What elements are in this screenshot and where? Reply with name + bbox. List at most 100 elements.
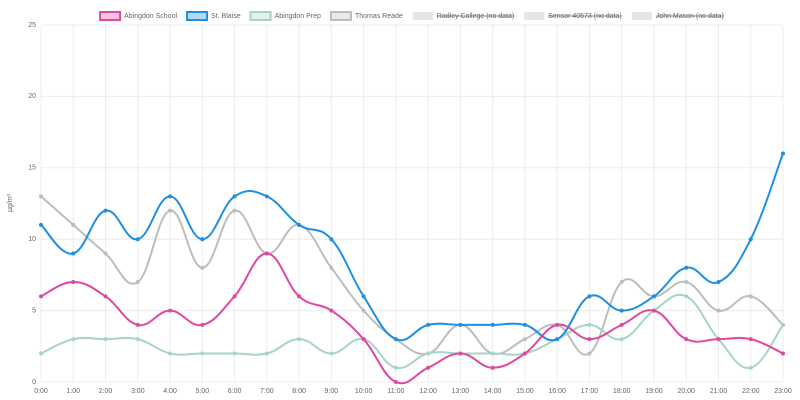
x-tick-label: 9:00 [325, 388, 339, 395]
legend-label: St. Blaise [211, 13, 241, 20]
point [748, 294, 753, 299]
point [684, 265, 689, 270]
x-tick-label: 18:00 [613, 388, 631, 395]
point [716, 308, 721, 313]
x-tick-label: 14:00 [484, 388, 502, 395]
x-tick-label: 12:00 [419, 388, 437, 395]
point [651, 294, 656, 299]
point [781, 351, 785, 356]
x-tick-label: 4:00 [163, 388, 177, 395]
legend-label: Thomas Reade [355, 13, 403, 20]
y-axis-label: µg/m³ [7, 193, 14, 212]
x-tick-label: 21:00 [710, 388, 728, 395]
legend-swatch [99, 11, 122, 21]
point [297, 222, 302, 227]
point [361, 308, 366, 313]
point [781, 322, 785, 327]
point [135, 322, 140, 327]
point [264, 194, 269, 199]
point [168, 194, 173, 199]
legend-label: Abingdon School [124, 13, 177, 20]
x-tick-label: 10:00 [355, 388, 373, 395]
point [297, 294, 302, 299]
point [232, 208, 237, 213]
point [168, 308, 173, 313]
y-tick-label: 20 [28, 93, 36, 100]
y-tick-label: 25 [28, 22, 36, 29]
point [200, 351, 205, 356]
point [135, 280, 140, 285]
point [619, 322, 624, 327]
point [168, 208, 173, 213]
point [297, 337, 302, 342]
point [200, 237, 205, 242]
point [684, 337, 689, 342]
point [39, 351, 43, 356]
point [458, 351, 463, 356]
point [264, 251, 269, 256]
point [103, 294, 108, 299]
line [40, 293, 784, 370]
legend-swatch [186, 11, 209, 21]
x-tick-label: 17:00 [581, 388, 599, 395]
point [232, 294, 237, 299]
legend-swatch [249, 11, 272, 21]
point [490, 322, 495, 327]
point [522, 337, 527, 342]
point [684, 294, 689, 299]
point [748, 365, 753, 370]
legend-swatch [631, 12, 652, 20]
point [361, 294, 366, 299]
point [264, 351, 269, 356]
point [232, 194, 237, 199]
point [522, 351, 527, 356]
x-tick-label: 13:00 [452, 388, 470, 395]
point [39, 194, 43, 199]
line [40, 153, 784, 342]
point [71, 251, 76, 256]
point [587, 351, 592, 356]
point [103, 208, 108, 213]
point [361, 337, 366, 342]
point [39, 222, 43, 227]
point [393, 337, 398, 342]
point [103, 251, 108, 256]
point [71, 337, 76, 342]
point [490, 351, 495, 356]
point [426, 351, 431, 356]
y-tick-label: 0 [32, 379, 36, 386]
point [39, 294, 43, 299]
point [426, 322, 431, 327]
point [587, 337, 592, 342]
x-tick-label: 2:00 [99, 388, 113, 395]
x-tick-label: 20:00 [677, 388, 695, 395]
legend-swatch [412, 12, 433, 20]
point [103, 337, 108, 342]
point [393, 380, 398, 384]
point [619, 337, 624, 342]
legend-swatch [329, 11, 352, 21]
point [716, 280, 721, 285]
x-tick-label: 23:00 [774, 388, 792, 395]
legend-swatch [524, 12, 545, 20]
x-tick-label: 16:00 [548, 388, 566, 395]
x-tick-label: 15:00 [516, 388, 534, 395]
point [555, 337, 560, 342]
point [522, 322, 527, 327]
point [71, 280, 76, 285]
point [555, 322, 560, 327]
point [168, 351, 173, 356]
point [619, 308, 624, 313]
x-tick-label: 1:00 [66, 388, 80, 395]
point [748, 237, 753, 242]
point [232, 351, 237, 356]
point [748, 337, 753, 342]
point [651, 308, 656, 313]
y-tick-label: 5 [32, 307, 36, 314]
point [587, 322, 592, 327]
point [329, 308, 334, 313]
point [587, 294, 592, 299]
x-tick-label: 22:00 [742, 388, 760, 395]
x-tick-label: 19:00 [645, 388, 663, 395]
